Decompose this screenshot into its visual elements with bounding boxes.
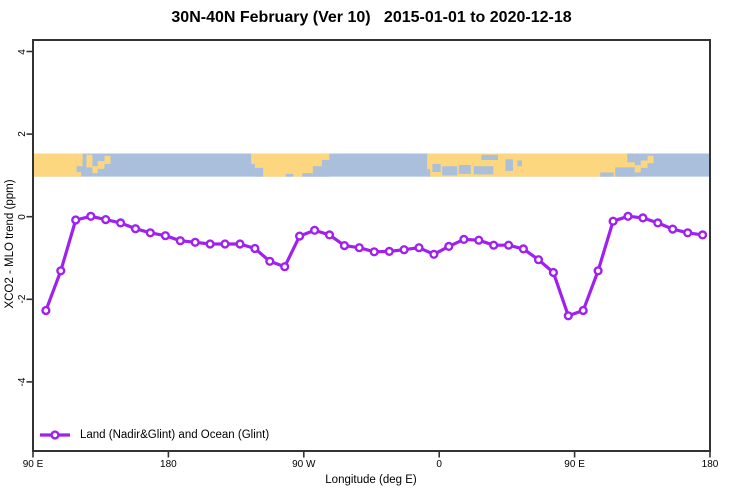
data-point [429,249,439,259]
data-point [683,228,693,238]
data-point [474,235,484,245]
data-point [101,215,111,225]
data-point [518,244,529,254]
data-point [145,228,155,238]
data-point [130,224,141,234]
x-tick-label: 90 E [564,459,585,470]
data-point [638,213,648,223]
map-strip-ocean-patch [442,166,458,176]
data-point [563,311,573,321]
y-tick-label: 4 [17,48,28,55]
map-strip-land-patch [92,166,98,174]
data-point [339,241,350,251]
map-strip-land-patch [251,153,255,164]
data-point [250,243,260,254]
x-tick-label: 90 E [22,459,44,470]
y-tick-label: -2 [17,294,28,304]
data-point [324,230,335,240]
data-point [86,211,96,221]
plot-frame [32,39,711,452]
map-strip-land-patch [33,153,77,177]
data-point [459,234,469,245]
data-line [44,214,705,318]
data-point [653,218,663,228]
data-point [504,240,514,250]
map-strip-ocean-patch [600,172,614,177]
map-strip-land-patch [647,155,654,164]
data-point [593,266,603,276]
data-point [160,231,171,241]
data-point [548,267,559,278]
data-point [578,305,588,316]
map-strip-ocean-patch [627,153,635,163]
data-point [56,266,66,276]
map-strip-ocean-patch [481,154,498,160]
chart-title: 30N-40N February (Ver 10) 2015-01-01 to … [171,9,572,26]
data-point [623,211,633,221]
data-point [280,262,290,272]
map-strip-ocean-patch [427,169,431,177]
data-point [399,245,409,255]
data-point [295,231,305,241]
map-strip-ocean-patch [302,173,313,177]
data-point [115,218,126,228]
data-point [265,256,275,266]
map-strip-land-patch [254,153,330,177]
x-tick-label: 180 [160,459,177,470]
legend-label: Land (Nadir&Glint) and Ocean (Glint) [80,429,270,441]
map-strip-ocean-patch [432,163,441,173]
data-point [608,216,618,226]
map-strip-ocean-patch [321,159,330,167]
data-point [310,225,320,235]
map-strip-land-patch [104,155,111,164]
y-tick-label: -4 [17,377,28,387]
data-point [354,243,364,253]
data-point [444,241,454,252]
map-strip-land-patch [86,154,93,168]
map-strip-ocean-patch [312,166,330,177]
data-point [384,246,394,257]
data-point [668,224,678,234]
legend-line-marker-icon [40,430,70,440]
x-tick-label: 180 [701,459,719,470]
map-strip-land-patch [634,165,641,173]
map-strip-ocean-patch [254,167,264,177]
map-strip-ocean-patch [285,173,294,177]
map-strip-ocean-patch [505,159,513,171]
map-strip-land-patch [97,161,105,169]
y-tick-label: 2 [17,131,28,137]
legend: Land (Nadir&Glint) and Ocean (Glint) [38,428,269,442]
data-point [533,255,544,265]
data-point [489,240,499,250]
data-point [414,243,424,253]
y-tick-label: 0 [17,213,28,220]
data-point [41,305,51,316]
map-strip-ocean-patch [458,165,471,174]
data-point [175,236,185,246]
map-strip-ocean-patch [615,167,635,177]
map-strip-land-patch [640,160,648,168]
data-point [71,215,81,225]
data-point [190,237,200,247]
map-strip-ocean-patch [517,160,522,167]
x-axis-title: Longitude (deg E) [325,474,417,486]
data-point [235,239,245,249]
data-point [697,230,708,240]
data-point [205,239,215,249]
x-tick-label: 0 [436,459,442,470]
map-strip-land-patch [76,172,82,177]
x-tick-label: 90 W [292,459,316,470]
data-point [369,247,379,257]
data-point [220,239,230,249]
map-strip-ocean-patch [473,166,494,175]
map-strip-land-patch [76,153,83,167]
